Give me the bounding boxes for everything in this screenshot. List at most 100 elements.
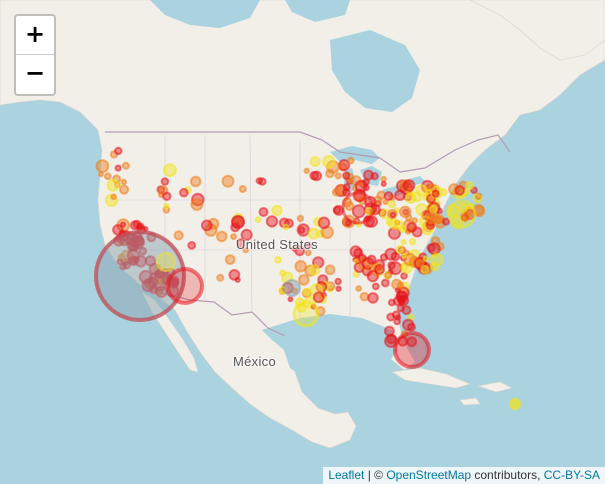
- map-marker[interactable]: [387, 298, 396, 307]
- map-marker[interactable]: [385, 218, 394, 227]
- map-marker[interactable]: [380, 278, 390, 288]
- map-marker[interactable]: [221, 174, 235, 188]
- map-marker[interactable]: [234, 276, 241, 283]
- map-marker[interactable]: [309, 156, 321, 167]
- large-marker[interactable]: [393, 331, 431, 369]
- map-marker[interactable]: [238, 185, 247, 193]
- map-marker[interactable]: [114, 164, 122, 172]
- large-marker[interactable]: [156, 252, 176, 272]
- zoom-out-button[interactable]: −: [24, 59, 46, 87]
- map-marker[interactable]: [224, 254, 236, 266]
- map-marker[interactable]: [311, 170, 323, 182]
- map-marker[interactable]: [355, 285, 363, 292]
- map-marker[interactable]: [433, 215, 443, 225]
- map-marker[interactable]: [335, 285, 342, 292]
- map-marker[interactable]: [396, 281, 405, 289]
- map-marker[interactable]: [402, 179, 416, 192]
- osm-link[interactable]: OpenStreetMap: [386, 468, 472, 482]
- map-marker[interactable]: [103, 172, 112, 181]
- large-marker[interactable]: [447, 199, 477, 229]
- large-marker[interactable]: [292, 300, 320, 328]
- map-marker[interactable]: [431, 189, 440, 198]
- map-marker[interactable]: [402, 208, 410, 216]
- map-marker[interactable]: [411, 217, 419, 224]
- map-marker[interactable]: [271, 204, 283, 217]
- map-marker[interactable]: [341, 188, 351, 197]
- map-marker[interactable]: [308, 264, 321, 277]
- map-marker[interactable]: [160, 177, 170, 186]
- map-marker[interactable]: [189, 175, 202, 188]
- map-marker[interactable]: [324, 264, 336, 276]
- map-marker[interactable]: [384, 271, 393, 280]
- map-marker[interactable]: [370, 172, 379, 181]
- map-marker[interactable]: [393, 220, 404, 231]
- map-marker[interactable]: [359, 291, 370, 302]
- map-marker[interactable]: [258, 177, 267, 186]
- map-marker[interactable]: [216, 230, 228, 243]
- large-marker[interactable]: [166, 267, 204, 305]
- map-marker[interactable]: [353, 261, 365, 273]
- map-marker[interactable]: [312, 291, 325, 304]
- map-marker[interactable]: [389, 211, 397, 219]
- map-marker[interactable]: [422, 255, 430, 263]
- map-marker[interactable]: [395, 314, 402, 321]
- map-marker[interactable]: [265, 215, 279, 228]
- map-marker[interactable]: [322, 154, 336, 169]
- map-marker[interactable]: [235, 238, 246, 248]
- map-marker[interactable]: [307, 227, 320, 240]
- map-marker[interactable]: [387, 200, 396, 209]
- map-marker[interactable]: [390, 251, 401, 262]
- map-marker[interactable]: [231, 215, 245, 229]
- large-marker[interactable]: [283, 279, 301, 297]
- map-marker[interactable]: [460, 213, 470, 222]
- map-marker[interactable]: [325, 168, 335, 179]
- map-marker[interactable]: [464, 188, 471, 195]
- map-marker[interactable]: [230, 233, 238, 241]
- map-marker[interactable]: [395, 244, 405, 254]
- leaflet-link[interactable]: Leaflet: [328, 468, 365, 482]
- map-marker[interactable]: [420, 265, 430, 275]
- map-marker[interactable]: [406, 221, 418, 233]
- map-marker[interactable]: [242, 246, 249, 254]
- map-marker[interactable]: [200, 219, 213, 232]
- map-marker[interactable]: [371, 282, 380, 291]
- map-marker[interactable]: [457, 202, 468, 214]
- map-marker[interactable]: [415, 258, 425, 268]
- map-marker[interactable]: [120, 178, 128, 186]
- map-marker[interactable]: [397, 294, 410, 307]
- map-marker[interactable]: [366, 254, 377, 265]
- map-marker[interactable]: [258, 207, 269, 217]
- map-marker[interactable]: [282, 223, 290, 231]
- map-marker[interactable]: [354, 179, 368, 193]
- map-marker[interactable]: [472, 193, 483, 204]
- map-marker[interactable]: [430, 252, 444, 267]
- map-marker[interactable]: [162, 203, 170, 210]
- map-marker[interactable]: [216, 273, 225, 282]
- map-marker[interactable]: [380, 175, 387, 183]
- map-marker[interactable]: [426, 243, 436, 253]
- map-marker[interactable]: [388, 261, 403, 276]
- map-marker[interactable]: [366, 269, 379, 283]
- map-marker[interactable]: [441, 217, 451, 226]
- map-marker[interactable]: [334, 172, 342, 180]
- map-marker[interactable]: [400, 239, 407, 246]
- map-marker[interactable]: [304, 249, 312, 257]
- map-marker[interactable]: [383, 191, 394, 202]
- map-marker[interactable]: [509, 398, 521, 410]
- map-marker[interactable]: [119, 184, 130, 195]
- map-marker[interactable]: [383, 325, 395, 337]
- map-marker[interactable]: [187, 241, 197, 250]
- map-marker[interactable]: [317, 216, 331, 230]
- map-marker[interactable]: [136, 223, 143, 231]
- map-marker[interactable]: [454, 185, 466, 196]
- map-marker[interactable]: [380, 180, 387, 187]
- map-marker[interactable]: [163, 163, 177, 178]
- map-marker[interactable]: [297, 226, 306, 234]
- map-marker[interactable]: [304, 241, 312, 249]
- map-marker[interactable]: [190, 198, 204, 211]
- large-marker[interactable]: [341, 191, 375, 225]
- map-marker[interactable]: [394, 189, 406, 202]
- map-marker[interactable]: [408, 237, 417, 246]
